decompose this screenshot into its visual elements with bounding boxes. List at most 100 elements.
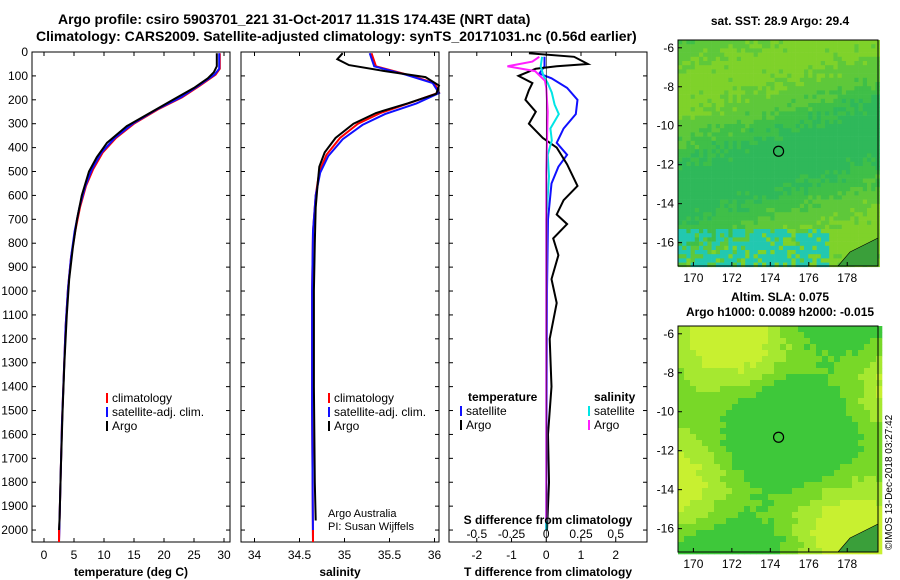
- temperature-xtick-label: 25: [187, 548, 201, 562]
- sla-map-ytick-label: -10: [657, 405, 675, 419]
- depth-tick-label: 1500: [1, 404, 28, 418]
- depth-tick-label: 2000: [1, 523, 28, 537]
- depth-tick-label: 800: [8, 236, 28, 250]
- diff-salinity-legend-label: satellite: [594, 404, 635, 418]
- sdiff-tick-label: -0.25: [498, 527, 526, 541]
- diff-legend-salinity-title: salinity: [594, 390, 636, 404]
- temperature-series-climatology: [58, 53, 221, 543]
- temperature-xtick-label: 5: [71, 548, 78, 562]
- depth-tick-label: 1600: [1, 427, 28, 441]
- argo-australia-label: Argo Australia: [328, 508, 397, 520]
- salinity-legend-label: satellite-adj. clim.: [334, 405, 426, 419]
- sst-map-ytick-label: -10: [657, 119, 675, 133]
- salinity-xtick-label: 34.5: [288, 548, 312, 562]
- difference-series-t-satellite: [537, 56, 579, 531]
- temperature-legend-label: Argo: [112, 419, 138, 433]
- depth-tick-label: 100: [8, 69, 28, 83]
- sst-map-ytick-label: -14: [657, 197, 675, 211]
- depth-tick-label: 700: [8, 212, 28, 226]
- sla-map-ytick-label: -14: [657, 483, 675, 497]
- diff-legend-temperature-title: temperature: [468, 390, 538, 404]
- sst-map-frame: [677, 39, 879, 267]
- sdiff-tick-label: 0.25: [569, 527, 593, 541]
- sst-map-xtick-label: 178: [837, 271, 857, 285]
- sla-map-xtick-label: 170: [683, 557, 703, 571]
- sst-map-xtick-label: 176: [799, 271, 819, 285]
- salinity-xtick-label: 35: [338, 548, 352, 562]
- sdiff-xlabel: S difference from climatology: [464, 513, 633, 527]
- difference-xtick-label: -2: [471, 548, 482, 562]
- sst-map-ytick-label: -12: [657, 158, 675, 172]
- sla-map-ytick-label: -12: [657, 444, 675, 458]
- sla-map-xtick-label: 178: [837, 557, 857, 571]
- salinity-series-satellite-adj-clim-: [311, 52, 441, 543]
- depth-tick-label: 0: [21, 45, 28, 59]
- depth-tick-label: 1900: [1, 499, 28, 513]
- sla-map-ytick-label: -6: [663, 327, 674, 341]
- salinity-legend-label: Argo: [334, 419, 360, 433]
- salinity-series-climatology: [311, 52, 441, 543]
- salinity-xtick-label: 34: [248, 548, 262, 562]
- salinity-xtick-label: 36: [428, 548, 442, 562]
- depth-tick-label: 300: [8, 117, 28, 131]
- depth-tick-label: 900: [8, 260, 28, 274]
- temperature-xtick-label: 15: [127, 548, 141, 562]
- difference-plot-frame: [448, 51, 648, 543]
- sla-map-xtick-label: 174: [760, 557, 780, 571]
- chart-title-line1: Argo profile: csiro 5903701_221 31-Oct-2…: [58, 11, 531, 27]
- temperature-plot-frame: [31, 51, 231, 543]
- depth-tick-label: 1700: [1, 451, 28, 465]
- difference-series-s-argo: [507, 55, 549, 521]
- temperature-legend-label: climatology: [112, 391, 172, 405]
- temperature-series-satellite-adj-clim-: [58, 53, 221, 543]
- difference-xtick-label: 1: [578, 548, 585, 562]
- salinity-legend-label: climatology: [334, 391, 394, 405]
- depth-tick-label: 1300: [1, 356, 28, 370]
- temperature-xtick-label: 0: [41, 548, 48, 562]
- sst-float-marker: [772, 145, 785, 157]
- depth-tick-label: 1400: [1, 380, 28, 394]
- diff-temperature-legend-label: Argo: [466, 418, 492, 432]
- sst-map-xtick-label: 174: [760, 271, 780, 285]
- difference-series-s-satellite: [539, 56, 560, 530]
- sla-map-frame: [677, 325, 879, 553]
- depth-tick-label: 1200: [1, 332, 28, 346]
- difference-xtick-label: 0: [543, 548, 550, 562]
- diff-salinity-legend-label: Argo: [594, 418, 620, 432]
- sst-map-field: [678, 40, 880, 268]
- pi-name-label: PI: Susan Wijffels: [328, 521, 414, 533]
- sdiff-tick-label: 0: [543, 527, 550, 541]
- sla-map-ytick-label: -8: [663, 366, 674, 380]
- difference-xtick-label: -1: [506, 548, 517, 562]
- depth-tick-label: 1800: [1, 475, 28, 489]
- sla-map-ytick-label: -16: [657, 522, 675, 536]
- sdiff-tick-label: 0.5: [607, 527, 624, 541]
- temperature-xtick-label: 10: [97, 548, 111, 562]
- sst-map-ytick-label: -8: [663, 80, 674, 94]
- sdiff-tick-label: -0.5: [466, 527, 487, 541]
- temperature-legend-label: satellite-adj. clim.: [112, 405, 204, 419]
- sst-map-ytick-label: -6: [663, 41, 674, 55]
- depth-tick-label: 200: [8, 93, 28, 107]
- sla-map-title-line1: Altim. SLA: 0.075: [730, 290, 830, 304]
- sla-float-marker: [772, 431, 785, 443]
- depth-tick-label: 500: [8, 165, 28, 179]
- sla-map-xtick-label: 176: [799, 557, 819, 571]
- sst-map-ytick-label: -16: [657, 236, 675, 250]
- sla-map-title-line2: Argo h1000: 0.0089 h2000: -0.015: [685, 305, 875, 319]
- salinity-xlabel: salinity: [319, 565, 361, 579]
- sla-map-field: [678, 326, 883, 555]
- temperature-xlabel: temperature (deg C): [74, 565, 188, 579]
- depth-tick-label: 400: [8, 141, 28, 155]
- sla-map-xtick-label: 172: [722, 557, 742, 571]
- sst-map-xtick-label: 170: [683, 271, 703, 285]
- sst-map-title: sat. SST: 28.9 Argo: 29.4: [710, 14, 850, 28]
- depth-tick-label: 1000: [1, 284, 28, 298]
- temperature-xtick-label: 30: [217, 548, 231, 562]
- salinity-plot-frame: [240, 51, 440, 543]
- sst-map-xtick-label: 172: [722, 271, 742, 285]
- temperature-series-argo: [58, 53, 218, 531]
- temperature-xtick-label: 20: [157, 548, 171, 562]
- depth-tick-label: 600: [8, 188, 28, 202]
